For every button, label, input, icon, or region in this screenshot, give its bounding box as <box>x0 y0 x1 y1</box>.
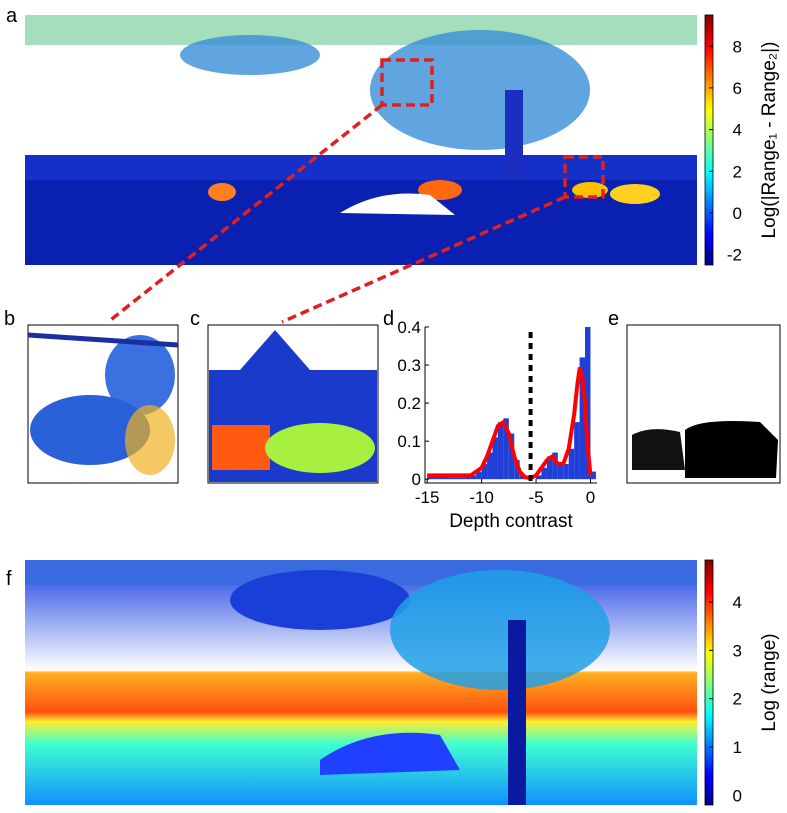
x-tick-label: -5 <box>528 488 543 507</box>
panel-label: f <box>6 568 12 590</box>
hist-bar <box>470 475 477 480</box>
colorbar-tick-label: 6 <box>733 79 742 98</box>
hist-bar <box>454 477 460 480</box>
colorbar-tick-label: 2 <box>733 162 742 181</box>
colorbar-tick-label: 4 <box>733 593 742 612</box>
y-tick-label: 0.4 <box>397 318 421 337</box>
fit-line <box>427 366 593 481</box>
panel-label: d <box>383 308 394 330</box>
panel-label: c <box>190 308 200 330</box>
colorbar-tick-label: 2 <box>733 690 742 709</box>
x-axis-label: Depth contrast <box>449 511 573 532</box>
colorbar-tick-label: 0 <box>733 204 742 223</box>
y-tick-label: 0 <box>412 470 421 489</box>
colorbar-label: Log (range) <box>759 633 780 731</box>
hist-bar <box>585 327 591 480</box>
x-tick-label: -15 <box>415 488 440 507</box>
hist-bar <box>481 463 488 480</box>
colorbar-tick-label: -2 <box>727 246 742 265</box>
axes <box>424 327 597 484</box>
lidar-image-a <box>25 15 697 265</box>
hist-bar <box>568 448 575 480</box>
panel-label: a <box>6 5 18 27</box>
hist-bar <box>546 456 553 480</box>
hist-bar <box>497 422 504 480</box>
zoom-image-b <box>27 324 179 484</box>
hist-bar <box>552 452 558 480</box>
colorbar <box>704 559 714 806</box>
y-tick-label: 0.1 <box>397 432 421 451</box>
panel-label: e <box>608 308 619 330</box>
colorbar-tick-label: 1 <box>733 738 742 757</box>
panel-label: b <box>4 308 15 330</box>
mask-image-e <box>626 324 781 484</box>
hist-bar <box>448 477 455 480</box>
hist-bar <box>487 452 493 480</box>
colorbar <box>704 14 714 266</box>
zoom-image-c <box>207 324 379 484</box>
x-tick-label: 0 <box>586 488 595 507</box>
hist-bar <box>459 477 466 480</box>
hist-bar <box>476 471 482 480</box>
colorbar-tick-label: 4 <box>733 121 742 140</box>
hist-bar <box>557 463 564 480</box>
colorbar-label: Log(|Range₁ - Range₂|) <box>759 42 780 239</box>
hist-bar <box>503 418 509 480</box>
hist-bar <box>563 463 569 480</box>
hist-bar <box>492 437 498 480</box>
hist-bar <box>536 475 542 480</box>
y-tick-label: 0.3 <box>397 356 421 375</box>
y-tick-label: 0.2 <box>397 394 421 413</box>
lidar-image-f <box>25 560 697 805</box>
x-tick-label: -10 <box>469 488 494 507</box>
hist-bar <box>590 471 596 480</box>
hist-bar <box>574 422 580 480</box>
hist-bar <box>541 467 547 480</box>
colorbar-tick-label: 0 <box>733 786 742 805</box>
colorbar-tick-label: 3 <box>733 641 742 660</box>
zoom-markers <box>106 58 605 324</box>
hist-bar <box>508 433 515 480</box>
colorbar-tick-label: 8 <box>733 37 742 56</box>
hist-bar <box>579 357 586 480</box>
